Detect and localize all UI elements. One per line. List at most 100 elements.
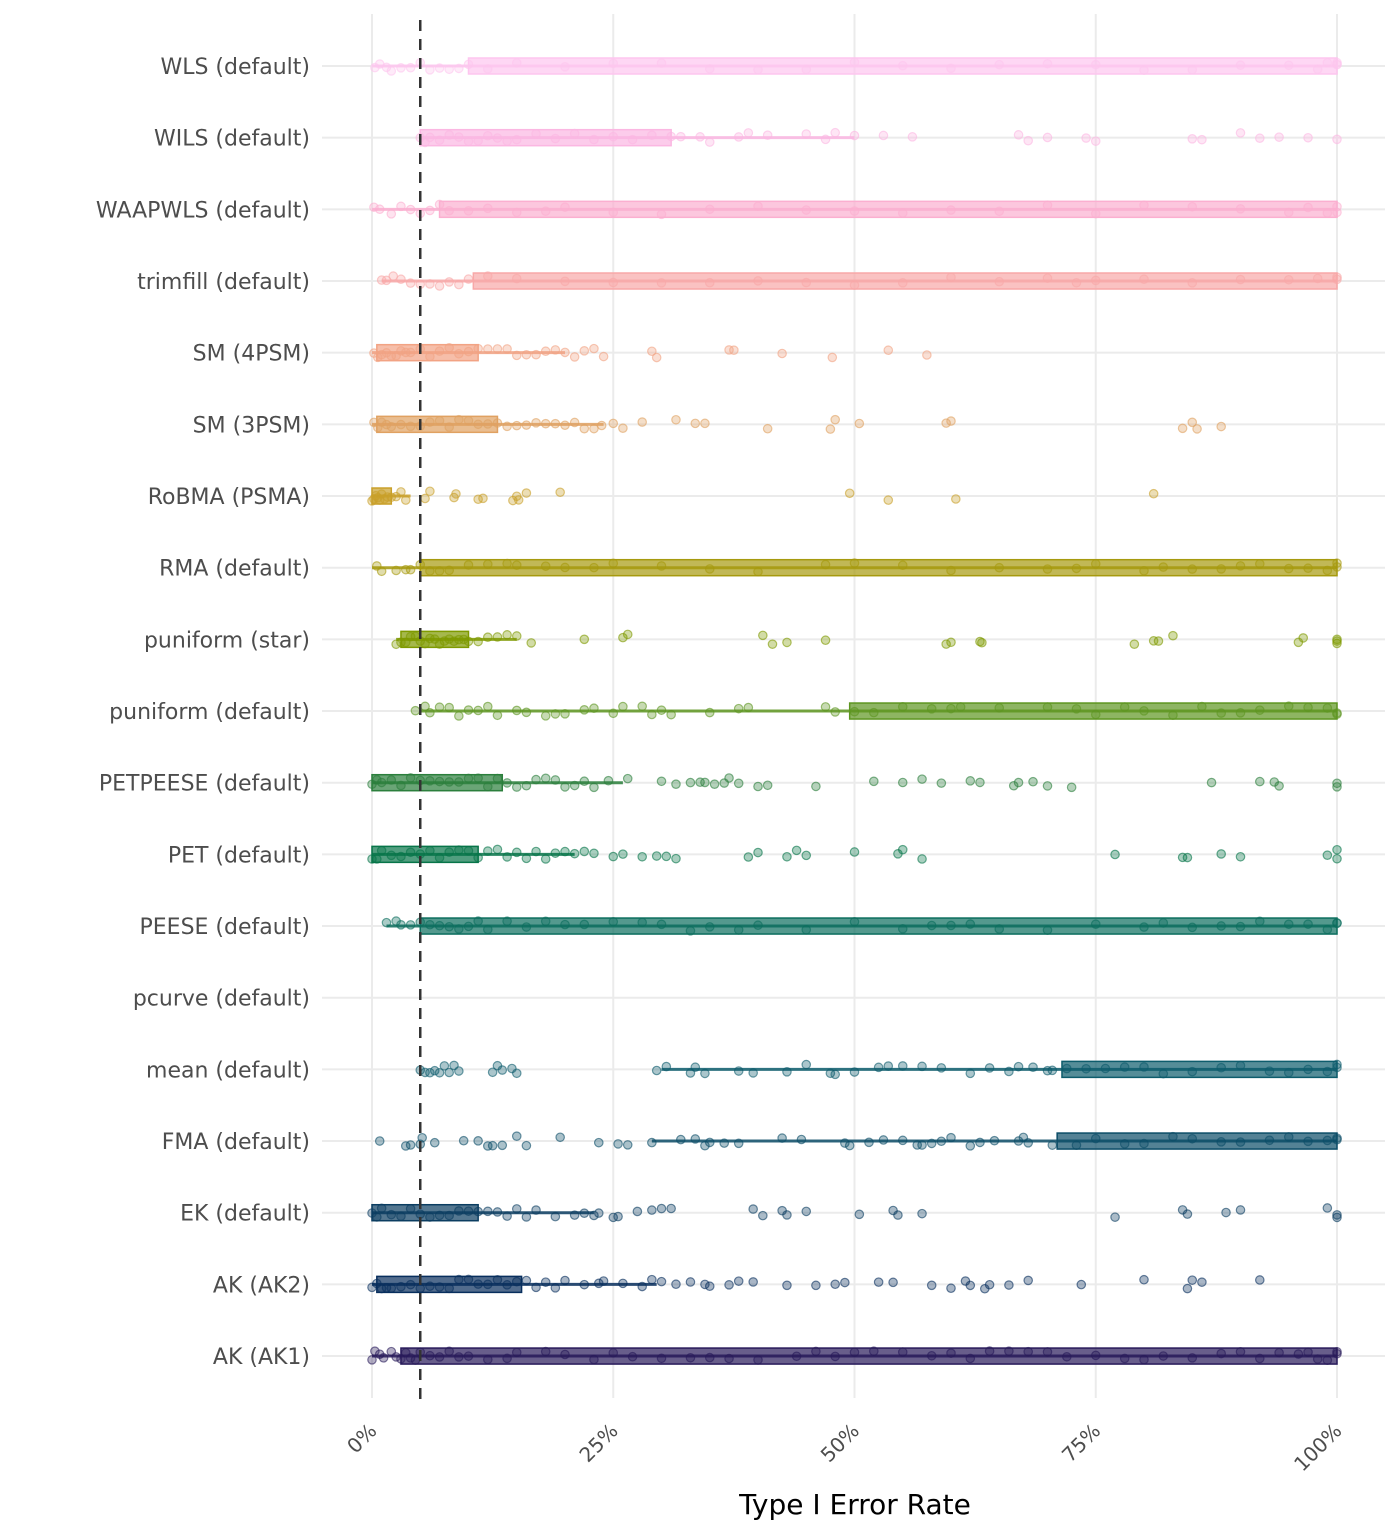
data-point [502,344,512,354]
data-point [724,773,734,783]
data-point [1216,1348,1226,1359]
box-iqr [419,917,1338,935]
data-point [569,1210,580,1220]
data-point [511,273,522,284]
data-point [941,418,951,428]
data-point [434,135,445,146]
box-iqr [419,558,1338,577]
data-point [521,707,532,718]
x-axis-ticks: 0% 25% 50% 75% 100% [342,1419,1346,1476]
data-point [782,1067,792,1077]
data-point [386,351,397,361]
data-point [372,775,382,785]
data-point [656,705,667,715]
data-point [1283,919,1294,930]
data-point [454,63,464,74]
data-point [666,1203,676,1214]
data-point [1332,1212,1342,1223]
data-point [1071,563,1082,574]
data-point [1216,921,1226,931]
data-point [502,778,512,788]
data-point [434,852,445,863]
data-point [473,916,483,926]
data-point [405,564,416,575]
data-point [994,703,1005,713]
data-point [405,421,416,432]
data-point [511,560,522,570]
data-point [540,854,551,864]
data-point [622,773,633,784]
data-point [613,1211,623,1222]
data-point [897,844,908,855]
data-point [1303,202,1313,213]
y-axis-label: EK (default) [180,1202,310,1227]
y-axis-label: PET (default) [168,843,310,868]
data-point [897,777,908,788]
y-axis-label: WLS (default) [160,55,310,80]
data-point [984,1279,995,1290]
data-point [429,1137,440,1148]
data-point [381,419,392,430]
data-point [946,565,956,576]
series-group [369,342,932,363]
data-point [820,702,831,712]
data-point [700,418,710,429]
data-point [396,1281,406,1292]
data-point [1303,1064,1313,1075]
data-point [1076,1279,1087,1290]
data-point [482,130,493,141]
data-point [613,1139,623,1149]
data-point [873,1062,884,1073]
data-point [647,1205,657,1215]
data-point [396,274,406,285]
data-point [1255,916,1265,927]
data-point [372,854,382,864]
data-point [593,1137,604,1148]
data-point [560,276,570,287]
x-tick-label: 75% [1057,1419,1105,1467]
y-axis-label: PETPEESE (default) [99,772,310,797]
data-point [1303,132,1313,143]
data-point [1255,1353,1265,1364]
data-point [410,705,421,716]
data-point [1158,918,1169,928]
data-point [1283,701,1294,711]
data-point [608,418,619,429]
data-point [1235,60,1246,70]
data-point [1081,1063,1091,1074]
data-point [1090,275,1101,286]
data-point [618,1278,628,1289]
data-point [820,559,831,570]
y-axis-label: WAAPWLS (default) [96,198,310,223]
data-point [647,709,657,720]
data-point [1187,134,1198,144]
data-point [1187,1133,1198,1144]
data-point [434,199,445,210]
data-point [531,349,541,360]
data-point [1283,563,1294,574]
data-point [378,1353,389,1363]
data-point [1182,1209,1193,1219]
data-point [482,1141,493,1151]
y-axis-label: puniform (star) [144,628,310,653]
data-point [685,926,696,936]
data-point [801,925,812,935]
data-point [569,128,580,139]
data-point [405,1140,416,1150]
data-point [492,773,503,784]
data-point [396,201,406,212]
data-point [1090,709,1101,720]
data-point [1139,1274,1149,1285]
data-point [897,208,908,218]
y-axis-label: AK (AK1) [213,1345,310,1370]
data-point [425,566,435,576]
data-point [482,344,493,354]
data-point [425,486,435,497]
data-point [946,1132,956,1143]
data-point [849,280,860,290]
data-point [704,922,715,932]
data-point [487,1067,498,1078]
data-point [704,707,715,718]
data-point [425,279,435,289]
data-point [1235,128,1246,138]
